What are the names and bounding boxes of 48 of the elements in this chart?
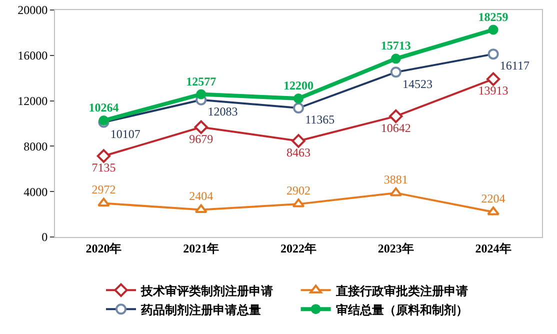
data-label: 3881 [384, 172, 408, 186]
point [390, 54, 401, 64]
y-tick-label: 4000 [24, 184, 48, 199]
x-tick-label: 2023年 [378, 241, 414, 256]
y-tick-label: 0 [42, 230, 48, 244]
data-label: 12577 [186, 74, 216, 88]
data-label: 18259 [478, 10, 508, 24]
data-label: 2902 [286, 183, 310, 198]
data-label: 7135 [92, 160, 116, 175]
y-tick-label: 20000 [18, 3, 48, 18]
legend-label: 技术审评类制剂注册申请 [140, 284, 273, 298]
x-tick-label: 2024年 [475, 241, 512, 256]
point [486, 72, 500, 86]
point [196, 89, 206, 100]
point [194, 120, 208, 134]
data-label: 10642 [380, 120, 411, 135]
data-label: 11365 [305, 112, 335, 127]
data-label: 13913 [478, 84, 508, 98]
point [389, 109, 403, 124]
point [294, 94, 304, 104]
point [390, 187, 402, 196]
x-tick-label: 2020年 [86, 241, 122, 256]
point [487, 206, 500, 216]
point [96, 149, 111, 163]
y-tick-label: 8000 [24, 139, 48, 154]
data-label: 2972 [92, 182, 116, 197]
point [98, 116, 109, 126]
data-label: 10107 [110, 126, 140, 141]
data-label: 10264 [88, 100, 119, 114]
legend-label: 药品制剂注册申请总量 [140, 302, 261, 317]
data-label: 12083 [208, 104, 238, 118]
data-label: 2404 [189, 189, 214, 204]
y-tick-label: 12000 [18, 94, 48, 108]
data-label: 9679 [189, 132, 214, 146]
y-tick-label: 16000 [18, 48, 48, 63]
x-tick-label: 2021年 [183, 241, 220, 256]
data-label: 16117 [500, 58, 530, 73]
data-label: 8463 [286, 146, 310, 160]
point [98, 198, 110, 207]
data-label: 2204 [481, 191, 506, 206]
legend-label: 审结总量（原料和制剂） [336, 302, 468, 317]
legend-label: 直接行政审批类注册申请 [334, 284, 468, 298]
data-label: 15713 [380, 38, 411, 53]
x-tick-label: 2022年 [280, 241, 316, 256]
point [292, 134, 306, 148]
data-label: 12200 [284, 78, 314, 93]
data-label: 14523 [402, 76, 433, 91]
point [488, 24, 498, 35]
